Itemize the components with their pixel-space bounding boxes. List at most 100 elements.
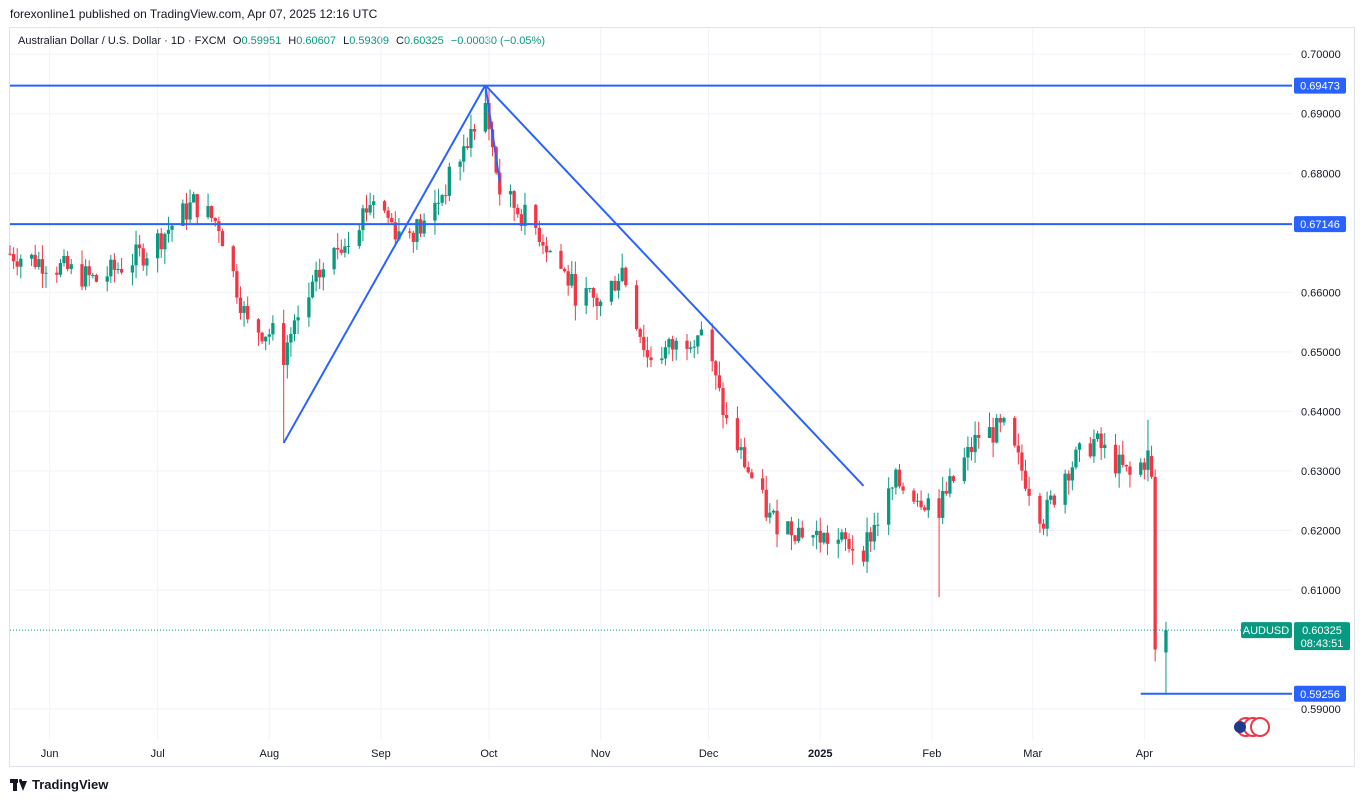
low-value: 0.59309: [349, 35, 389, 47]
candle-body: [260, 332, 264, 342]
candle-body: [80, 264, 84, 287]
candle-body: [534, 204, 538, 228]
candle-body: [674, 340, 678, 350]
y-tick-label: 0.64000: [1301, 406, 1341, 418]
candle-body: [188, 202, 192, 220]
candle-body: [11, 253, 16, 262]
candle-body: [235, 271, 239, 298]
candle-body: [1038, 495, 1042, 524]
trendline[interactable]: [484, 84, 865, 487]
candle-body: [1117, 454, 1121, 474]
candle-body: [361, 208, 365, 231]
candle-body: [544, 245, 549, 253]
candle-body: [289, 333, 293, 343]
candle-body: [962, 457, 966, 482]
candle-body: [372, 201, 376, 206]
candle-body: [537, 227, 542, 242]
candle-body: [1041, 523, 1046, 529]
candle-body: [1013, 418, 1017, 446]
candle-body: [109, 259, 113, 277]
candle-body: [145, 258, 149, 266]
level-price-badge: [1294, 685, 1346, 702]
candle-body: [872, 524, 876, 542]
candle-body: [649, 357, 653, 361]
x-tick-label: Sep: [371, 748, 391, 760]
candle-body: [966, 446, 970, 458]
y-tick-label: 0.59000: [1301, 704, 1341, 716]
candle-body: [634, 285, 639, 329]
candle-body: [987, 427, 992, 438]
candle-body: [170, 225, 174, 230]
candle-body: [624, 267, 628, 286]
candle-body: [1139, 462, 1143, 475]
candle-body: [137, 244, 142, 249]
candle-body: [364, 208, 369, 213]
candle-body: [91, 275, 95, 277]
last-price-badge: [1294, 622, 1350, 651]
candle-body: [710, 329, 714, 362]
candle-body: [1067, 473, 1071, 481]
candle-body: [584, 288, 588, 306]
candle-body: [843, 532, 848, 540]
candle-body: [134, 244, 138, 266]
candle-body: [238, 297, 243, 313]
candle-body: [1113, 444, 1118, 474]
tradingview-logo-icon: [10, 778, 28, 791]
symbol-badge: [1241, 622, 1292, 639]
candle-body: [422, 220, 426, 234]
candle-body: [660, 358, 664, 361]
candle-body: [55, 272, 59, 275]
candle-body: [465, 146, 469, 148]
candle-body: [912, 490, 916, 502]
symbol-title[interactable]: Australian Dollar / U.S. Dollar · 1D · F…: [18, 35, 226, 47]
candle-body: [116, 268, 120, 270]
candle-body: [458, 161, 462, 167]
candle-body: [296, 317, 300, 321]
candle-body: [768, 512, 772, 518]
candle-body: [818, 530, 822, 543]
trendline[interactable]: [484, 85, 501, 183]
x-tick-label: Nov: [591, 748, 611, 760]
candle-body: [483, 102, 487, 132]
candle-body: [995, 417, 999, 443]
candle-body: [663, 347, 668, 359]
publisher-line: forexonline1 published on TradingView.co…: [10, 7, 378, 21]
candle-body: [836, 539, 840, 544]
level-price-label: 0.67146: [1300, 219, 1340, 231]
candle-body: [724, 415, 729, 419]
candle-body: [332, 247, 336, 270]
candle-body: [523, 204, 527, 226]
candle-body: [231, 246, 235, 272]
candle-body: [1099, 433, 1103, 449]
candle-body: [822, 532, 826, 543]
candle-body: [951, 476, 956, 482]
candle-body: [19, 258, 23, 267]
candle-body: [919, 500, 923, 508]
candle-body: [789, 521, 794, 536]
candle-body: [184, 203, 189, 220]
candle-body: [865, 532, 869, 562]
candle-body: [242, 306, 246, 313]
candle-body: [825, 532, 830, 544]
x-tick-label: Feb: [922, 748, 941, 760]
candle-body: [444, 195, 448, 197]
candle-body: [213, 218, 217, 222]
candle-body: [339, 249, 343, 253]
candle-body: [112, 259, 117, 270]
candle-body: [645, 350, 650, 358]
candle-body: [195, 194, 199, 218]
candle-body: [62, 255, 66, 264]
candle-body: [894, 469, 898, 488]
close-value: 0.60325: [403, 35, 444, 47]
candle-body: [642, 336, 646, 351]
candle-body: [94, 275, 99, 282]
candle-body: [462, 146, 466, 162]
economic-event-flag-icon[interactable]: [1250, 717, 1270, 737]
candle-body: [418, 219, 423, 234]
candle-body: [1149, 456, 1154, 477]
candle-body: [771, 510, 776, 513]
trendline[interactable]: [282, 84, 487, 444]
candle-body: [65, 255, 70, 269]
y-tick-label: 0.65000: [1301, 347, 1341, 359]
